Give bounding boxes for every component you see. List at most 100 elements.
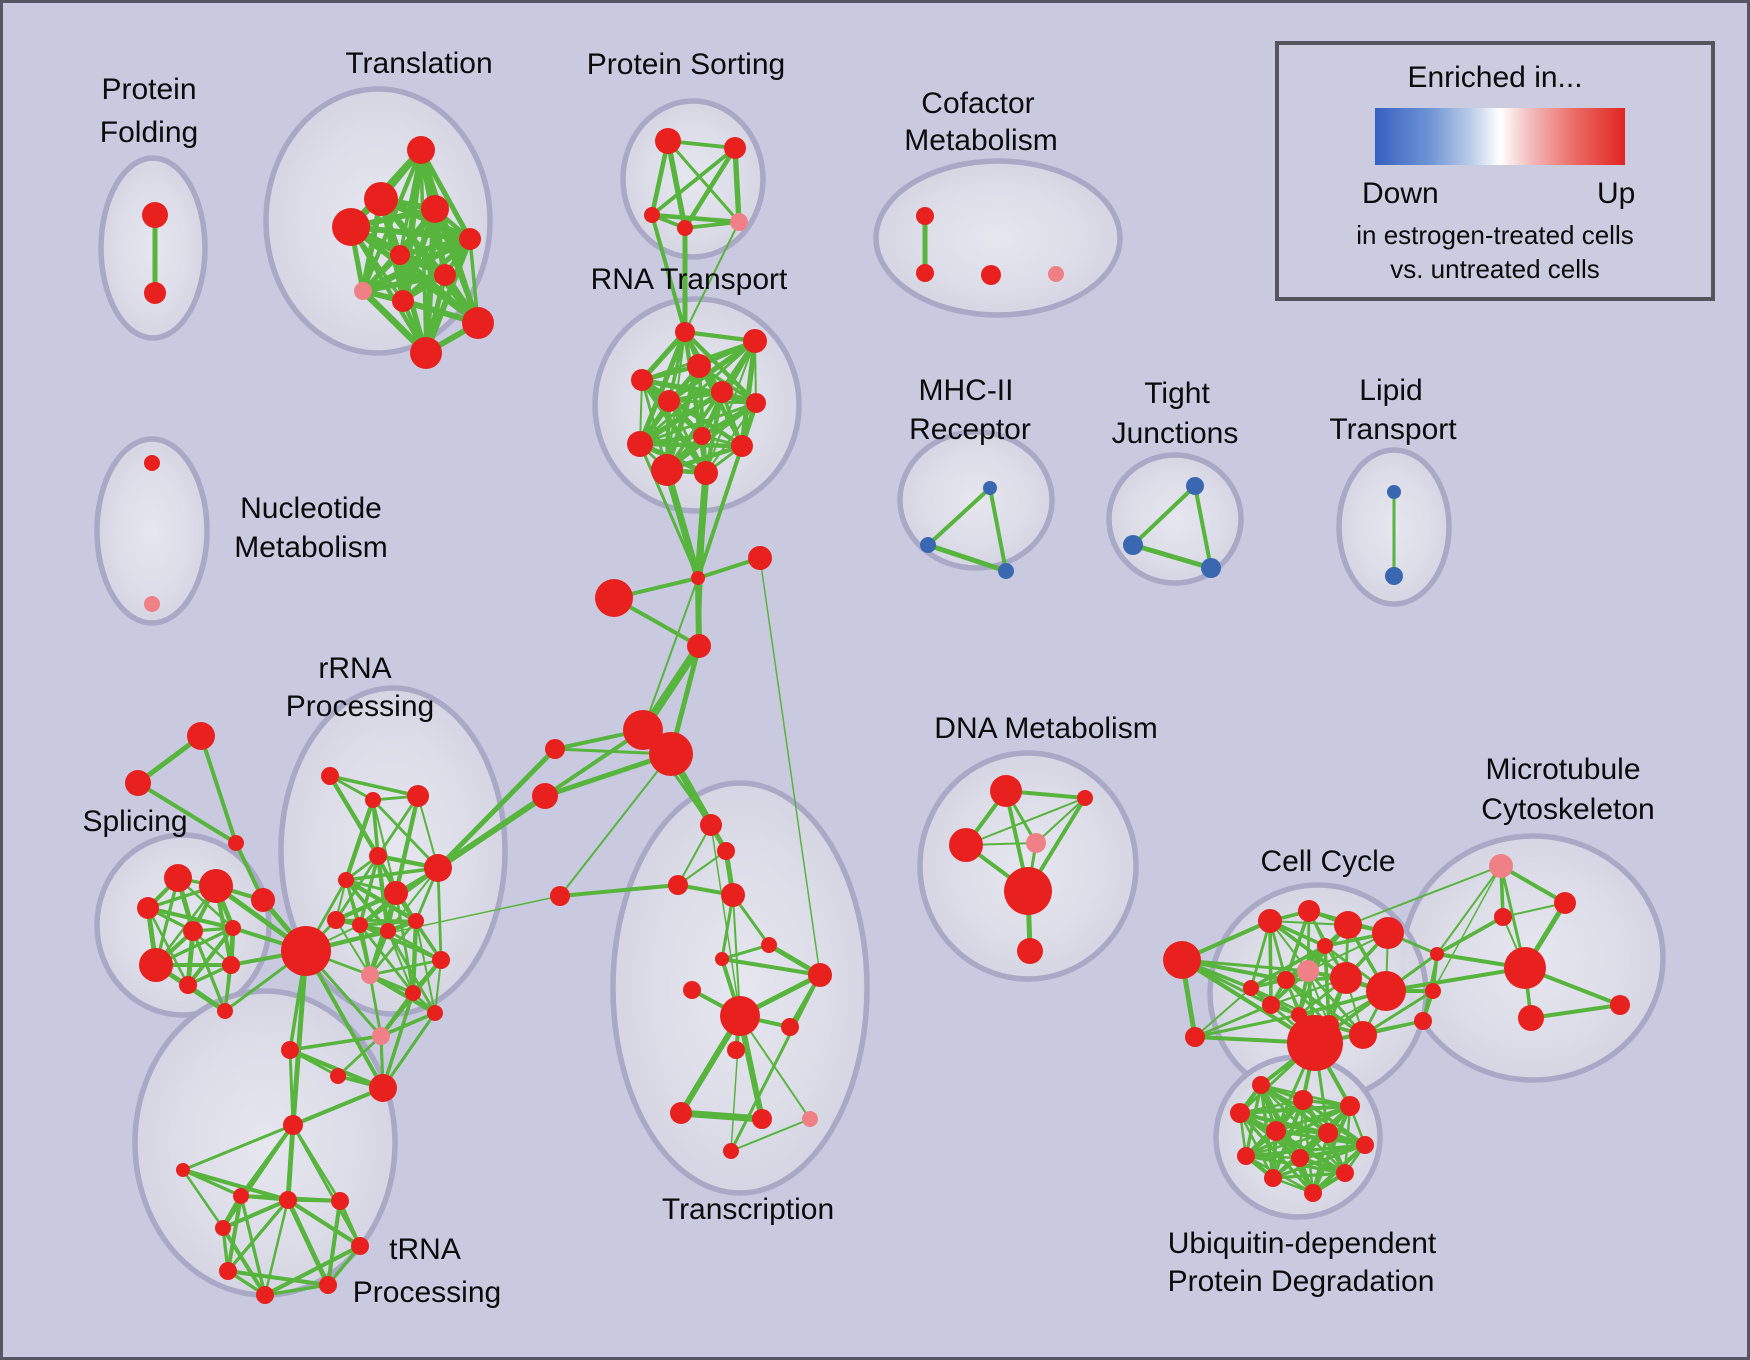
- edge: [720, 943, 771, 961]
- node-connectors-4: [545, 739, 565, 759]
- node-splicing-4: [225, 920, 241, 936]
- edge: [368, 919, 418, 977]
- node-splicing-0: [164, 864, 192, 892]
- node-rrna-18: [330, 1068, 346, 1084]
- node-translation-6: [434, 264, 456, 286]
- edge: [291, 1086, 385, 1127]
- edge: [386, 929, 443, 962]
- node-trna-6: [319, 1276, 337, 1294]
- node-cellcycle-7: [1297, 960, 1319, 982]
- edge: [415, 920, 436, 1014]
- node-microtubule-7: [1518, 1005, 1544, 1031]
- edge: [1131, 484, 1197, 547]
- edge: [225, 1268, 331, 1288]
- edge: [180, 1167, 291, 1203]
- node-connectors-5: [532, 783, 558, 809]
- edge: [667, 399, 758, 405]
- node-cellcycle-10: [1366, 971, 1406, 1011]
- node-ubiquitin-1: [1293, 1090, 1313, 1110]
- node-rna-transport-6: [746, 393, 766, 413]
- node-microtubule-5: [1425, 983, 1441, 999]
- cluster-label: Protein Degradation: [1168, 1265, 1435, 1298]
- node-lipid-1: [1385, 567, 1403, 585]
- node-cofactor-2: [981, 265, 1001, 285]
- edge: [1268, 919, 1273, 1007]
- node-connectors-8: [649, 732, 693, 776]
- legend-caption-line1: in estrogen-treated cells: [1356, 220, 1634, 250]
- edge: [1130, 542, 1214, 571]
- node-cellcycle-1: [1185, 1027, 1205, 1047]
- node-ubiquitin-4: [1266, 1121, 1286, 1141]
- edge: [684, 221, 740, 333]
- edge: [348, 224, 429, 356]
- cluster-ellipse-tight: [1106, 452, 1244, 586]
- node-translation-10: [410, 337, 442, 369]
- node-cellcycle-0: [1163, 941, 1201, 979]
- node-splicing-6: [179, 976, 197, 994]
- edge: [638, 442, 700, 580]
- edge: [1180, 958, 1310, 973]
- edge: [926, 486, 992, 547]
- edge: [367, 972, 438, 1016]
- node-rna-transport-4: [658, 390, 680, 412]
- edge: [393, 793, 421, 896]
- node-translation-7: [354, 282, 372, 300]
- edge: [1271, 1171, 1347, 1180]
- edge: [327, 773, 381, 859]
- edge: [666, 338, 758, 404]
- edge: [1193, 484, 1213, 570]
- node-connectors-11: [228, 835, 244, 851]
- edge: [226, 1198, 290, 1273]
- node-dna-4: [1004, 867, 1052, 915]
- node-transcription-2: [668, 875, 688, 895]
- edge: [386, 929, 437, 1015]
- node-ubiquitin-3: [1340, 1096, 1360, 1116]
- edge: [696, 444, 744, 580]
- edge: [343, 797, 376, 883]
- node-dna-0: [990, 775, 1022, 807]
- node-trna-3: [279, 1191, 297, 1209]
- node-transcription-11: [670, 1102, 692, 1124]
- edge: [650, 146, 737, 217]
- edge: [435, 793, 548, 871]
- node-splicing-1: [199, 869, 233, 903]
- node-ubiquitin-10: [1264, 1169, 1282, 1187]
- cluster-ellipse-rrna: [278, 685, 508, 1017]
- edge: [220, 1225, 268, 1298]
- node-splicing-5: [139, 948, 173, 982]
- node-transcription-9: [781, 1018, 799, 1036]
- node-protein-sorting-3: [677, 220, 693, 236]
- node-protein-sorting-1: [724, 137, 746, 159]
- edge: [1435, 915, 1505, 956]
- cluster-ellipse-cofactor: [873, 158, 1123, 318]
- cluster-label: Transcription: [662, 1193, 834, 1226]
- node-cofactor-3: [1048, 266, 1064, 282]
- node-connectors-7: [623, 710, 663, 750]
- cluster-label: Receptor: [909, 413, 1031, 446]
- edge: [720, 957, 822, 977]
- cluster-ellipse-protein-sorting: [620, 98, 766, 260]
- cluster-label: rRNA: [318, 652, 391, 685]
- node-rrna-13: [281, 926, 331, 976]
- edge: [381, 991, 415, 1090]
- edge: [638, 401, 758, 446]
- node-ubiquitin-2: [1230, 1103, 1250, 1123]
- cluster-ellipse-dna: [917, 750, 1139, 982]
- edge: [376, 794, 420, 858]
- node-microtubule-0: [1489, 854, 1513, 878]
- node-rna-transport-5: [711, 381, 733, 403]
- legend: Enriched in... Down Up in estrogen-treat…: [1275, 41, 1715, 301]
- legend-up-label: Up: [1597, 177, 1636, 210]
- edge: [730, 1015, 741, 1152]
- node-ubiquitin-9: [1336, 1164, 1354, 1182]
- node-cellcycle-11: [1243, 980, 1259, 996]
- edge: [1274, 1129, 1347, 1175]
- node-transcription-3: [721, 883, 745, 907]
- edge: [1237, 1103, 1353, 1116]
- node-translation-2: [421, 195, 449, 223]
- edge: [649, 212, 742, 225]
- edge: [199, 734, 238, 845]
- edge: [285, 1197, 363, 1249]
- node-translation-0: [407, 136, 435, 164]
